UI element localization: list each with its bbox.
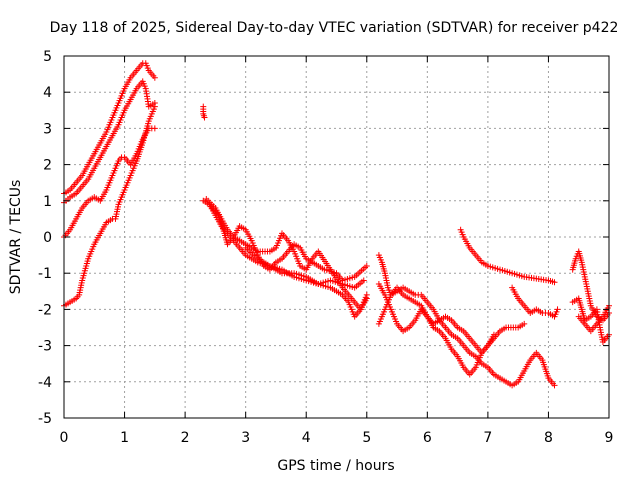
series-track-h (206, 201, 370, 284)
axis-ticks: 0 1 2 3 4 5 6 7 8 9 -5 -4 -3 -2 -1 0 1 2 3 4 5 (38, 49, 613, 446)
y-tick-label: 2 (43, 158, 52, 174)
data-point (201, 114, 208, 121)
x-tick-label: 1 (120, 430, 129, 446)
data-point (554, 306, 561, 313)
x-tick-label: 6 (423, 430, 432, 446)
grid (64, 56, 609, 418)
y-tick-label: -2 (38, 302, 52, 318)
plot-area (61, 60, 612, 389)
y-tick-label: -4 (38, 375, 52, 391)
series-track-e (200, 103, 208, 121)
y-tick-label: -5 (38, 411, 52, 427)
x-tick-label: 2 (181, 430, 190, 446)
chart-title: Day 118 of 2025, Sidereal Day-to-day VTE… (50, 20, 619, 36)
data-point (551, 382, 558, 389)
x-tick-label: 7 (483, 430, 492, 446)
series-track-b (61, 78, 158, 206)
data-point (363, 291, 370, 298)
series-track-m (457, 226, 558, 286)
y-tick-label: 4 (43, 85, 52, 101)
data-point (151, 103, 158, 110)
y-tick-label: 1 (43, 194, 52, 210)
x-tick-label: 3 (241, 430, 250, 446)
y-tick-label: 3 (43, 121, 52, 137)
x-axis-label: GPS time / hours (277, 458, 394, 474)
series-track-n (509, 284, 561, 320)
series-track-i (242, 244, 370, 320)
data-point (521, 320, 528, 327)
x-tick-label: 9 (605, 430, 614, 446)
data-point (151, 74, 158, 81)
y-tick-label: 0 (43, 230, 52, 246)
x-tick-label: 8 (544, 430, 553, 446)
y-axis-label: SDTVAR / TECUs (8, 180, 24, 295)
data-point (151, 125, 158, 132)
x-tick-label: 5 (362, 430, 371, 446)
data-point (490, 331, 497, 338)
x-tick-label: 0 (60, 430, 69, 446)
x-tick-label: 4 (302, 430, 311, 446)
data-point (360, 277, 367, 284)
series-track-k (375, 281, 528, 378)
y-tick-label: 5 (43, 49, 52, 65)
data-point (551, 279, 558, 286)
y-tick-label: -3 (38, 339, 52, 355)
data-point (363, 262, 370, 269)
series-track-l (375, 284, 497, 356)
series-track-q (575, 302, 612, 335)
y-tick-label: -1 (38, 266, 52, 282)
series-track-d (61, 103, 158, 309)
